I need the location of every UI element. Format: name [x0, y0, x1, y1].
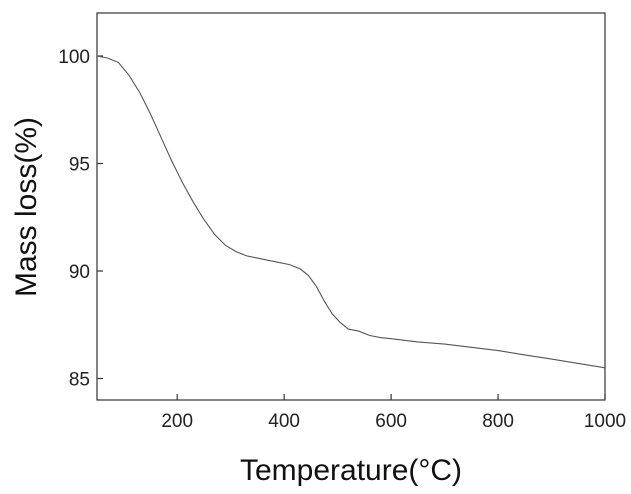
- plot-frame: [96, 12, 606, 401]
- x-tick-label: 600: [375, 411, 407, 432]
- y-tick-label: 95: [69, 155, 90, 176]
- x-tick-label: 400: [268, 411, 300, 432]
- x-tick-label: 200: [161, 411, 193, 432]
- y-tick-label: 100: [58, 47, 90, 68]
- x-tick-label: 800: [482, 411, 514, 432]
- y-tick-label: 85: [69, 370, 90, 391]
- y-axis-ticks: 85 90 95 100: [58, 47, 103, 391]
- y-tick-label: 90: [69, 262, 90, 283]
- x-axis-title: Temperature(°C): [240, 454, 462, 487]
- x-tick-label: 1000: [584, 411, 626, 432]
- series-line: [96, 55, 606, 369]
- y-axis-title: Mass loss(%): [10, 117, 43, 297]
- x-axis-ticks: 200 400 600 800 1000: [161, 394, 626, 432]
